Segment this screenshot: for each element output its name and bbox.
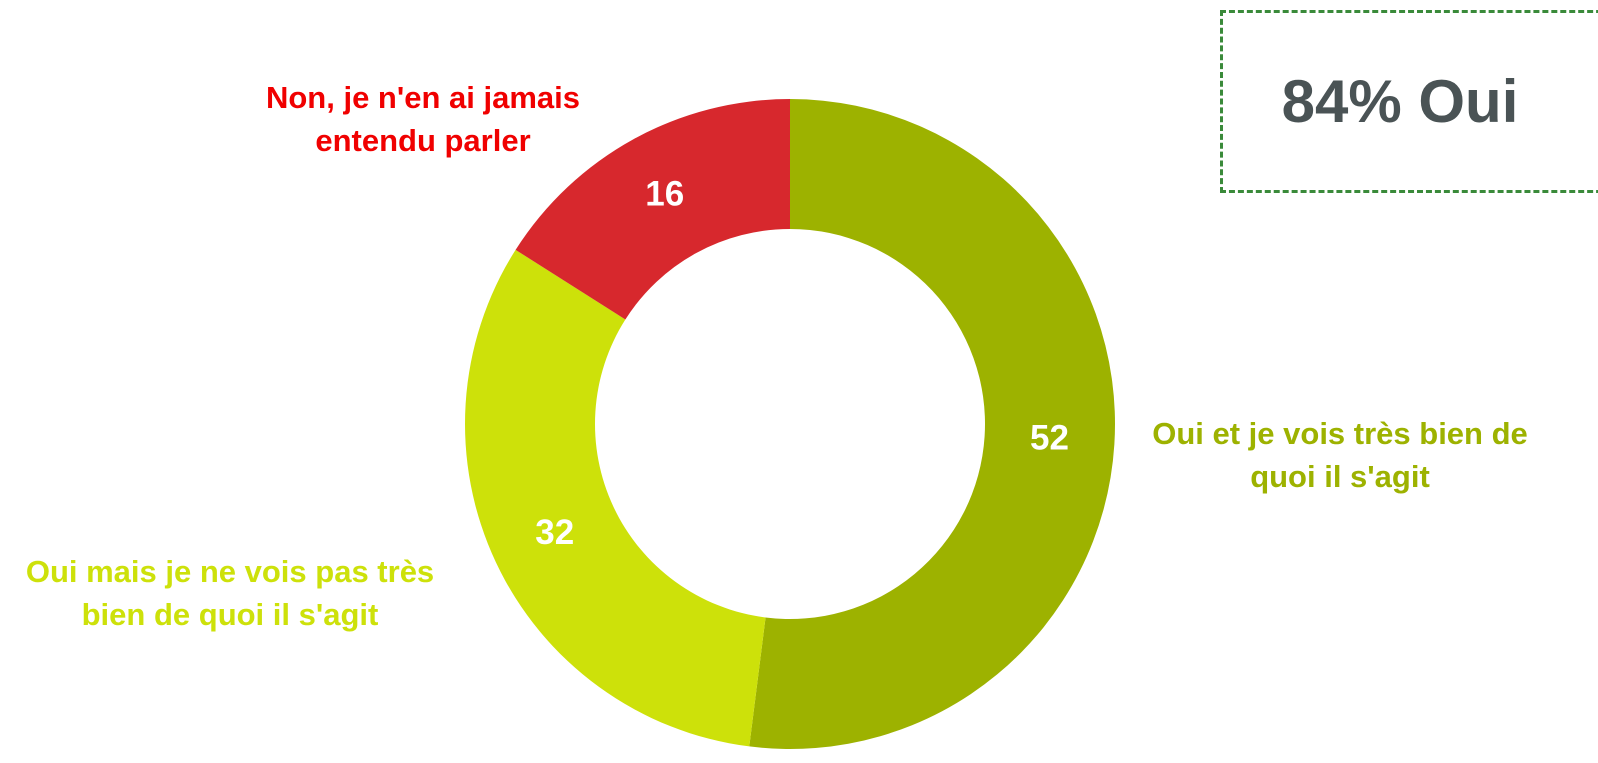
category-label: Oui et je vois très bien de quoi il s'ag… [1152,416,1528,494]
annotation-box [1220,10,1598,193]
donut-segment [749,99,1115,749]
category-label: Oui mais je ne vois pas très bien de quo… [25,554,435,632]
donut-segment [465,249,766,747]
donut-segment [515,99,790,320]
annotation: 84% Oui [1281,68,1519,135]
value-label: 52 [1030,419,1069,458]
category-label: Non, je n'en ai jamais entendu parler [265,80,581,158]
value-label: 32 [535,513,574,552]
value-label: 16 [645,174,684,213]
